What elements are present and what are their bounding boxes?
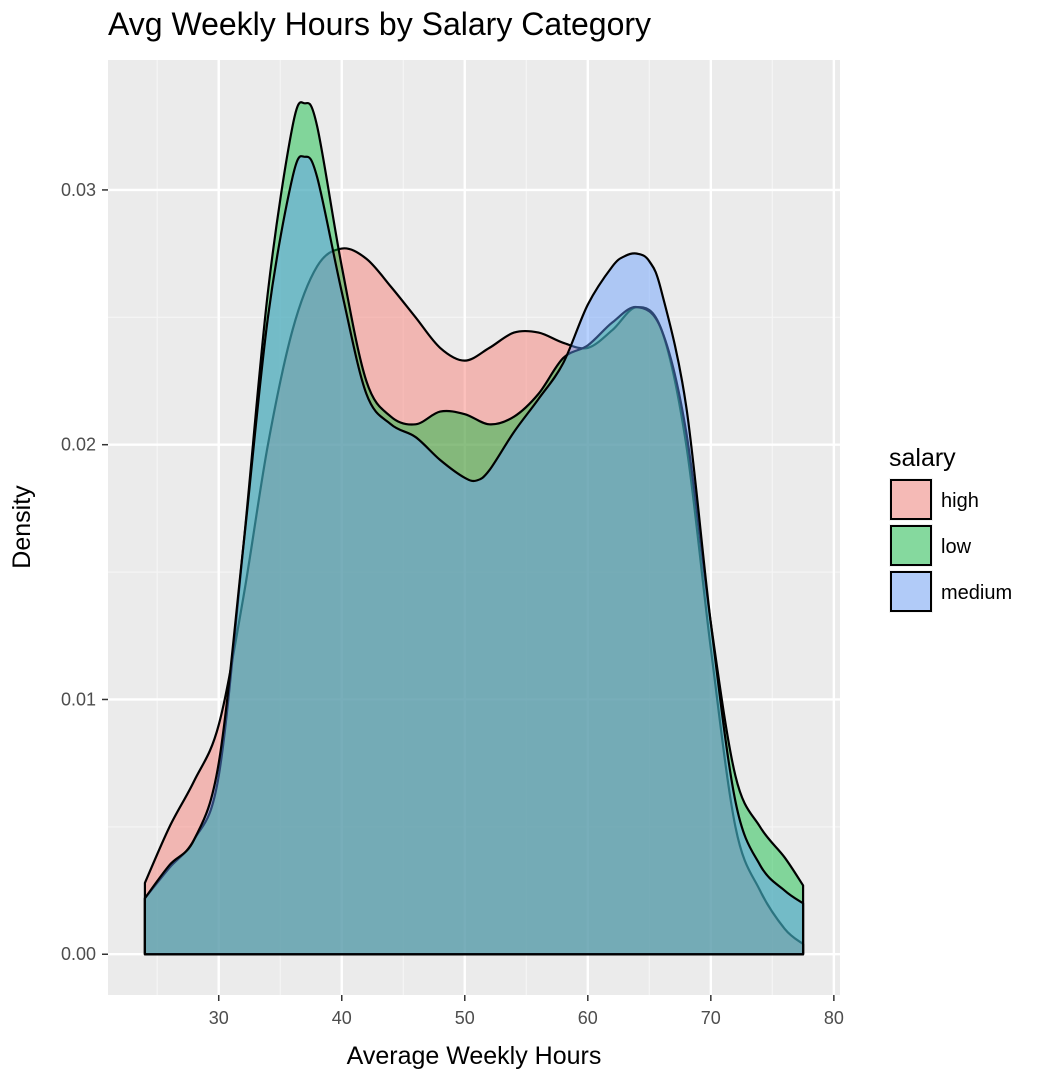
x-tick-label-5: 80 xyxy=(824,1008,844,1028)
legend-label-medium: medium xyxy=(941,582,1012,604)
y-tick-label-1: 0.01 xyxy=(61,689,96,709)
y-tick-label-3: 0.03 xyxy=(61,180,96,200)
x-tick-label-1: 40 xyxy=(332,1008,352,1028)
legend-label-high: high xyxy=(941,490,979,512)
x-tick-label-2: 50 xyxy=(455,1008,475,1028)
x-tick-label-0: 30 xyxy=(209,1008,229,1028)
legend-key-medium xyxy=(890,571,932,612)
legend-label-low: low xyxy=(941,536,972,558)
density-areas xyxy=(143,101,805,956)
legend-key-bg-medium xyxy=(889,570,933,613)
legend-items: high low medium xyxy=(889,478,1012,613)
legend: salary high low medium xyxy=(889,444,1012,613)
density-area-high xyxy=(143,247,805,956)
plot-panel xyxy=(108,60,840,995)
x-tick-label-3: 60 xyxy=(578,1008,598,1028)
y-tick-label-0: 0.00 xyxy=(61,944,96,964)
legend-key-high xyxy=(890,479,932,520)
legend-key-bg-low xyxy=(889,524,933,567)
grid-minor xyxy=(108,60,840,995)
legend-key-low xyxy=(890,525,932,566)
y-axis-title: Density xyxy=(8,485,36,569)
x-axis-title: Average Weekly Hours xyxy=(347,1042,602,1070)
y-axis: 0.00 0.01 0.02 0.03 xyxy=(61,180,108,964)
density-area-medium xyxy=(143,155,805,956)
x-tick-label-4: 70 xyxy=(701,1008,721,1028)
x-axis: 30 40 50 60 70 80 xyxy=(209,995,844,1028)
plot-background xyxy=(108,60,840,995)
y-tick-label-2: 0.02 xyxy=(61,435,96,455)
chart-title: Avg Weekly Hours by Salary Category xyxy=(108,6,651,42)
legend-key-bg-high xyxy=(889,478,933,521)
legend-title: salary xyxy=(889,444,956,472)
